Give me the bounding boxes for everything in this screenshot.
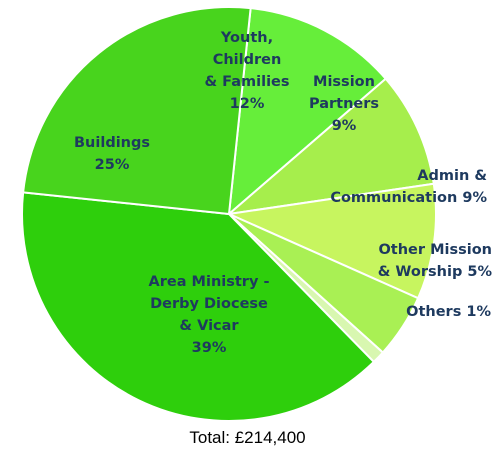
slice-label-group: Youth, Children & Families 12% — [204, 30, 289, 112]
pie-slice — [227, 7, 388, 217]
slice-label-group: Other Mission & Worship 5% — [378, 242, 493, 280]
slice-label-text: 12% — [230, 96, 265, 112]
slice-label-text: & Worship 5% — [378, 264, 493, 280]
slice-label-text: Mission — [313, 74, 375, 90]
slice-label-group: Admin & Communication 9% — [330, 168, 487, 206]
slice-label-text: 9% — [332, 118, 357, 134]
pie-slice — [225, 182, 437, 300]
slice-label-text: Children — [213, 52, 282, 68]
slice-label-text: Area Ministry - — [149, 274, 270, 290]
slice-label-text: & Vicar — [179, 318, 239, 334]
slice-label-text: Partners — [309, 96, 379, 112]
slice-label-text: & Families — [204, 74, 289, 90]
total-label: Total: £214,400 — [189, 428, 306, 447]
slice-label-text: Buildings — [74, 135, 150, 151]
slice-label-text: Other Mission — [378, 242, 492, 258]
pie-slice — [21, 191, 376, 422]
pie-slice — [225, 77, 435, 216]
slice-label-text: 39% — [192, 340, 227, 356]
slice-label-group: Buildings 25% — [74, 135, 150, 173]
slice-label-text: Youth, — [220, 30, 273, 46]
slice-label-text: Derby Diocese — [150, 296, 268, 312]
slice-label-group: Others 1% — [406, 304, 491, 320]
slice-label-text: Others 1% — [406, 304, 491, 320]
pie-slice — [22, 6, 252, 216]
slice-label-text: Communication 9% — [330, 190, 487, 206]
slice-label-text: 25% — [95, 157, 130, 173]
slice-label-group: Area Ministry - Derby Diocese & Vicar 39% — [149, 274, 270, 356]
slice-label-text: Admin & — [417, 168, 487, 184]
slice-label-group: Mission Partners 9% — [309, 74, 379, 134]
